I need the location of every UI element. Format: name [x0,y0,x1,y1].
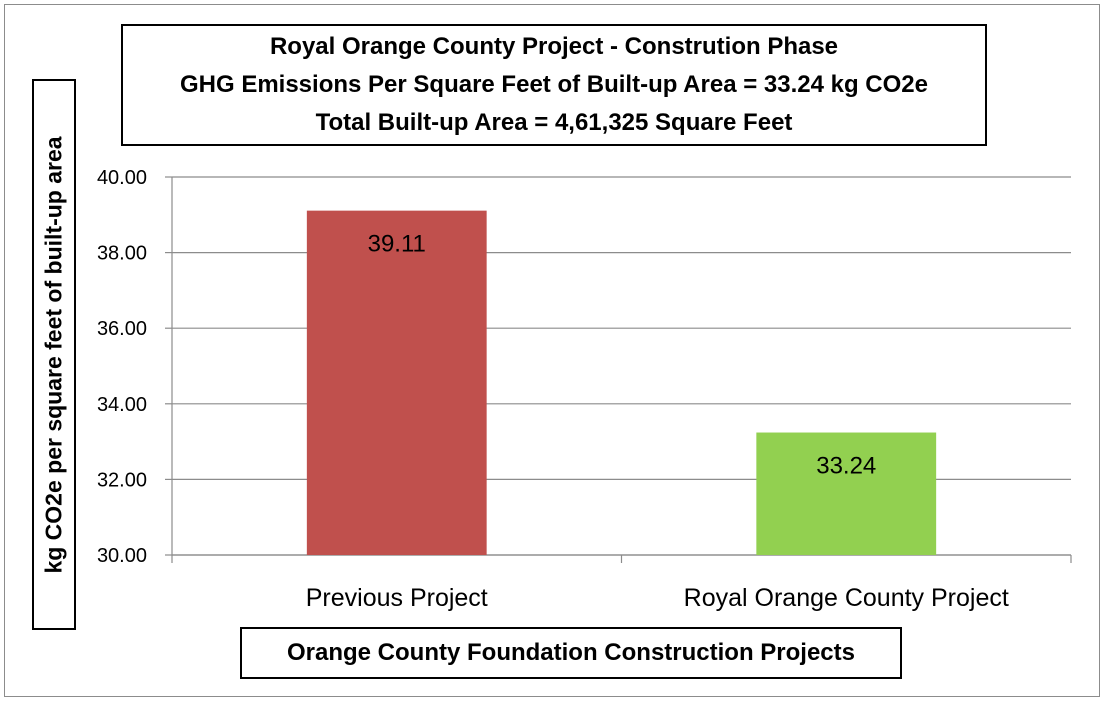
data-label: 39.11 [368,231,426,258]
data-label: 33.24 [816,453,876,480]
bar [306,210,487,555]
x-axis-label-box: Orange County Foundation Construction Pr… [240,627,902,679]
y-tick-label: 34.00 [97,394,147,416]
x-axis-label: Orange County Foundation Construction Pr… [286,639,855,666]
bar [756,432,937,555]
chart-title-box: Royal Orange County Project - Construtio… [121,24,987,146]
y-axis-label: kg CO2e per square feet of built-up area [40,135,67,574]
y-tick-label: 32.00 [97,469,147,491]
x-category-label: Royal Orange County Project [684,584,1009,612]
y-tick-label: 40.00 [97,167,147,189]
y-tick-label: 30.00 [97,545,147,567]
y-tick-label: 38.00 [97,243,147,265]
y-tick-label: 36.00 [97,318,147,340]
x-category-label: Previous Project [306,584,488,612]
chart-title-line-2: GHG Emissions Per Square Feet of Built-u… [179,71,928,98]
chart-title-line-1: Royal Orange County Project - Construtio… [269,33,839,60]
y-axis-label-box: kg CO2e per square feet of built-up area [32,79,76,630]
chart-title-line-3: Total Built-up Area = 4,61,325 Square Fe… [315,109,793,136]
